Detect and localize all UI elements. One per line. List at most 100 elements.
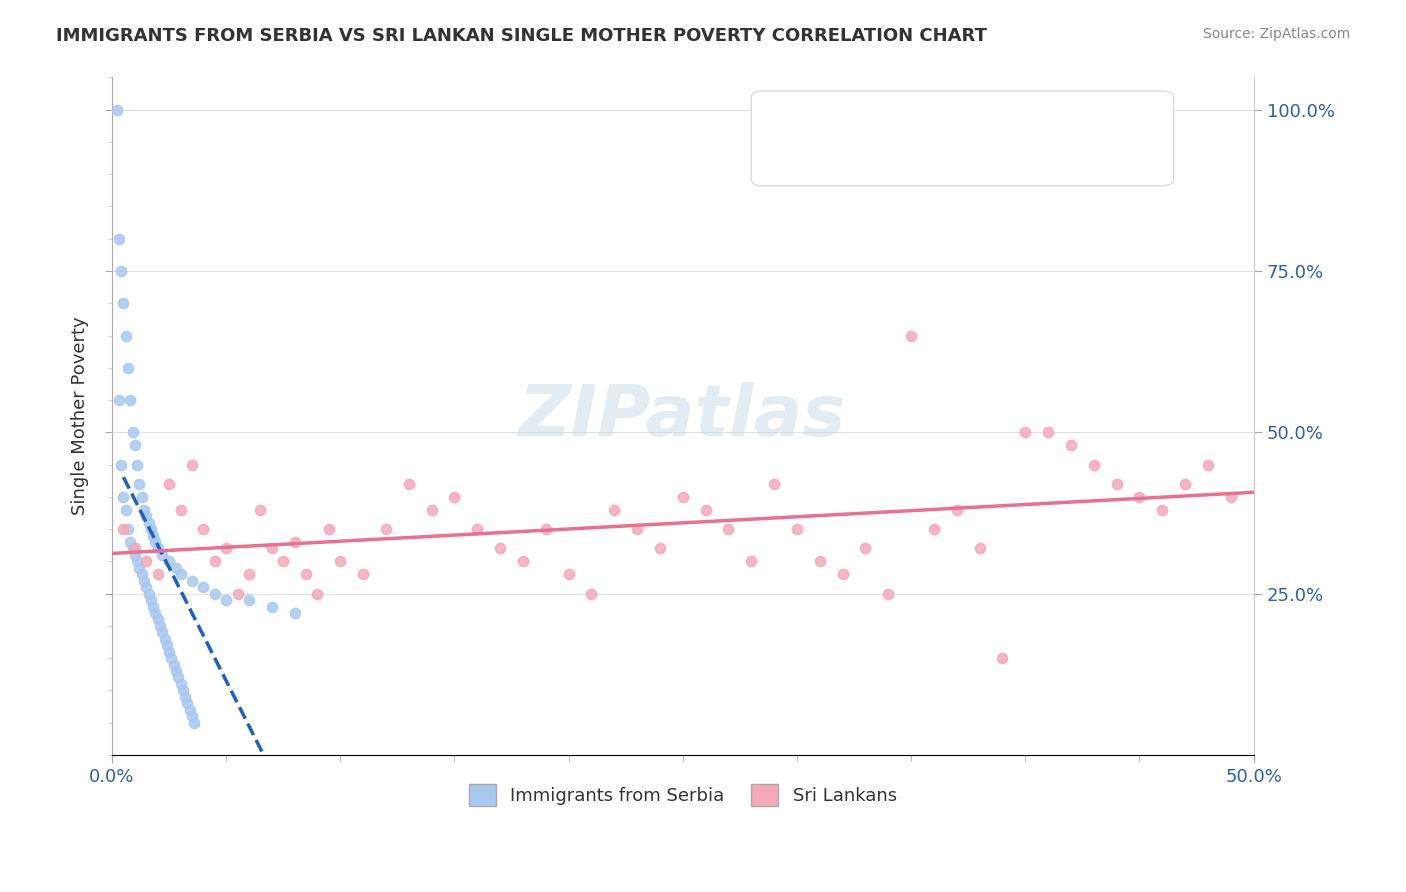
Point: [352, 567, 374, 582]
Point: [120, 535, 142, 549]
Point: [145, 606, 167, 620]
Point: [204, 586, 226, 600]
Point: [156, 638, 179, 652]
Point: [215, 541, 238, 556]
Point: [157, 554, 180, 568]
Point: [945, 502, 967, 516]
Point: [465, 522, 488, 536]
Point: [167, 671, 190, 685]
Point: [763, 477, 786, 491]
Text: IMMIGRANTS FROM SERBIA VS SRI LANKAN SINGLE MOTHER POVERTY CORRELATION CHART: IMMIGRANTS FROM SERBIA VS SRI LANKAN SIN…: [56, 27, 987, 45]
Text: Source: ZipAtlas.com: Source: ZipAtlas.com: [1202, 27, 1350, 41]
Point: [740, 554, 762, 568]
Point: [114, 502, 136, 516]
Point: [193, 522, 215, 536]
Point: [284, 606, 307, 620]
Point: [512, 554, 534, 568]
Point: [139, 593, 162, 607]
Point: [112, 522, 135, 536]
Point: [1083, 458, 1105, 472]
Point: [786, 522, 808, 536]
Point: [128, 477, 150, 491]
Point: [900, 328, 922, 343]
Point: [1219, 490, 1241, 504]
Point: [443, 490, 465, 504]
Point: [1197, 458, 1219, 472]
Point: [165, 664, 187, 678]
Point: [121, 425, 143, 440]
Point: [179, 703, 201, 717]
FancyBboxPatch shape: [751, 91, 1174, 186]
Point: [991, 651, 1014, 665]
Point: [117, 360, 139, 375]
Point: [1060, 438, 1083, 452]
Point: [150, 548, 173, 562]
Point: [271, 554, 294, 568]
Point: [146, 612, 169, 626]
Point: [238, 593, 260, 607]
Point: [375, 522, 398, 536]
Point: [105, 103, 128, 117]
Point: [307, 586, 329, 600]
Point: [110, 264, 132, 278]
Y-axis label: Single Mother Poverty: Single Mother Poverty: [72, 317, 89, 516]
Point: [124, 548, 146, 562]
Point: [226, 586, 249, 600]
Point: [284, 535, 307, 549]
Point: [877, 586, 900, 600]
Point: [169, 677, 191, 691]
Legend: Immigrants from Serbia, Sri Lankans: Immigrants from Serbia, Sri Lankans: [461, 777, 904, 814]
Point: [132, 574, 155, 588]
Point: [121, 541, 143, 556]
Point: [672, 490, 695, 504]
Point: [603, 502, 626, 516]
Point: [128, 561, 150, 575]
Point: [260, 541, 283, 556]
Point: [969, 541, 991, 556]
Point: [157, 477, 180, 491]
Point: [329, 554, 352, 568]
Point: [1174, 477, 1197, 491]
Point: [249, 502, 271, 516]
Point: [420, 502, 443, 516]
Point: [181, 709, 204, 723]
Point: [124, 438, 146, 452]
Point: [318, 522, 340, 536]
Point: [120, 392, 142, 407]
Point: [1128, 490, 1150, 504]
Point: [117, 522, 139, 536]
Point: [138, 586, 160, 600]
Point: [1036, 425, 1059, 440]
Point: [174, 690, 197, 704]
Point: [165, 561, 187, 575]
Point: [163, 657, 186, 672]
Point: [215, 593, 238, 607]
Point: [183, 715, 205, 730]
Point: [172, 683, 194, 698]
Point: [169, 567, 191, 582]
Point: [398, 477, 420, 491]
Point: [150, 625, 173, 640]
Point: [138, 516, 160, 530]
Point: [131, 490, 153, 504]
Point: [1152, 502, 1174, 516]
Point: [295, 567, 318, 582]
Point: [142, 528, 165, 542]
Point: [135, 554, 157, 568]
Point: [110, 458, 132, 472]
Point: [142, 599, 165, 614]
Point: [135, 509, 157, 524]
Point: [1105, 477, 1128, 491]
Point: [922, 522, 945, 536]
Point: [648, 541, 671, 556]
Point: [193, 580, 215, 594]
Point: [112, 490, 135, 504]
Point: [131, 567, 153, 582]
Point: [855, 541, 877, 556]
Point: [135, 580, 157, 594]
Point: [534, 522, 557, 536]
Point: [157, 645, 180, 659]
Point: [238, 567, 260, 582]
Point: [181, 574, 204, 588]
Point: [139, 522, 162, 536]
